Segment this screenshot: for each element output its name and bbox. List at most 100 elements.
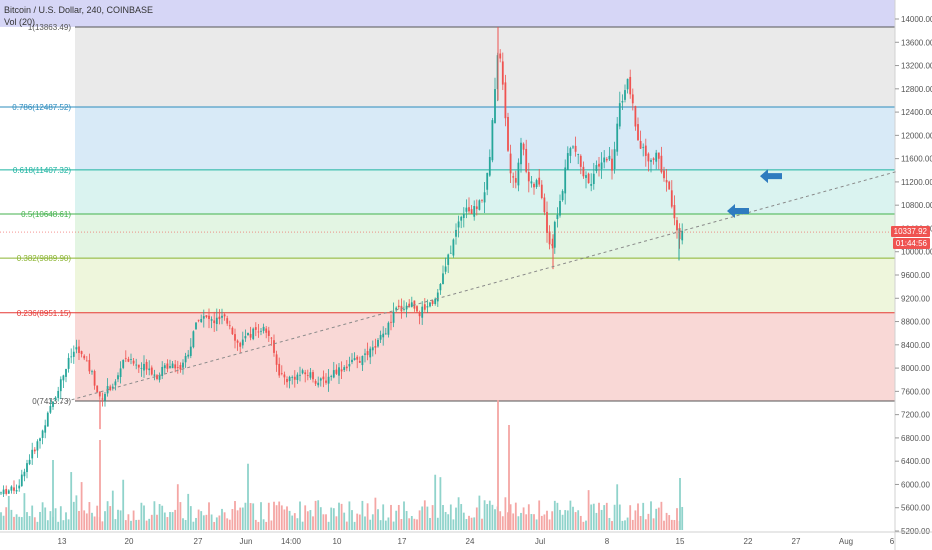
volume-bar: [387, 517, 390, 530]
volume-bar: [457, 497, 460, 530]
candle-body: [132, 360, 135, 364]
volume-bar: [676, 508, 678, 530]
volume-bar: [20, 517, 23, 530]
volume-bar: [384, 520, 387, 530]
y-tick-label: 6000.00: [901, 480, 930, 489]
volume-bar: [603, 505, 606, 530]
fib-label-0.382: 0.382(9889.90): [17, 254, 72, 263]
candle-body: [556, 214, 559, 220]
volume-bar: [392, 521, 395, 530]
volume-bar: [304, 505, 307, 530]
candle-body: [54, 397, 57, 401]
candle-body: [395, 307, 398, 310]
candle-body: [561, 191, 564, 201]
candle-body: [426, 306, 429, 308]
volume-bar: [231, 509, 234, 530]
y-tick-label: 11200.00: [901, 178, 932, 187]
candle-body: [161, 366, 164, 376]
annotation-arrow-icon[interactable]: [727, 204, 749, 218]
candle-body: [512, 176, 515, 178]
candle-body: [335, 369, 338, 374]
candle-body: [317, 382, 320, 386]
volume-bar: [218, 515, 221, 530]
candle-body: [309, 372, 312, 378]
volume-bar: [353, 521, 356, 530]
volume-bar: [543, 514, 546, 530]
volume-bar: [5, 507, 8, 530]
candle-body: [166, 363, 169, 369]
candle-body: [455, 229, 457, 237]
candle-body: [468, 207, 470, 212]
candle-body: [265, 328, 268, 333]
candle-body: [304, 372, 307, 375]
volume-bar: [548, 519, 551, 530]
candle-body: [449, 252, 452, 254]
candle-body: [361, 355, 364, 366]
volume-bar: [137, 519, 140, 530]
y-tick-label: 13200.00: [901, 62, 932, 71]
volume-bar: [33, 517, 36, 530]
volume-bar: [639, 516, 642, 530]
volume-bar: [494, 509, 496, 530]
candle-body: [127, 358, 130, 362]
candle-body: [447, 254, 450, 265]
fib-band-left-blank: [0, 213, 75, 259]
candle-body: [540, 184, 543, 198]
candle-body: [345, 366, 348, 369]
volume-bar: [99, 440, 101, 530]
volume-bar: [556, 502, 559, 530]
fib-label-0.618: 0.618(11407.32): [13, 166, 71, 175]
volume-bar: [314, 500, 317, 530]
volume-bar: [364, 516, 366, 530]
candle-body: [306, 374, 309, 376]
y-tick-label: 13600.00: [901, 38, 932, 47]
volume-bar: [41, 502, 44, 530]
candle-body: [475, 206, 478, 209]
y-axis-background: [895, 0, 932, 550]
candle-body: [2, 489, 5, 495]
volume-bar: [111, 490, 114, 530]
volume-bar: [153, 501, 156, 530]
volume-bar: [504, 497, 507, 530]
candle-body: [322, 376, 325, 380]
symbol-title[interactable]: Bitcoin / U.S. Dollar, 240, COINBASE: [4, 5, 154, 15]
x-tick-label: 13: [58, 537, 67, 546]
volume-bar: [483, 500, 486, 530]
candle-body: [574, 145, 577, 152]
candle-body: [553, 221, 556, 248]
candle-body: [559, 201, 561, 216]
volume-bar: [44, 507, 47, 530]
volume-bar: [265, 521, 268, 530]
candle-body: [358, 361, 361, 363]
volume-bar: [670, 519, 673, 530]
volume-bar: [546, 510, 548, 530]
candle-body: [325, 380, 327, 383]
candle-body: [670, 190, 673, 207]
fib-label-0.786: 0.786(12487.52): [12, 103, 71, 112]
y-tick-label: 6800.00: [901, 434, 930, 443]
volume-bar: [54, 508, 57, 530]
candle-body: [226, 318, 229, 324]
candle-body: [369, 348, 372, 358]
candle-body: [681, 230, 684, 241]
volume-bar: [189, 506, 192, 530]
volume-indicator-label[interactable]: Vol (20): [4, 17, 36, 27]
fib-label-0.5: 0.5(10648.61): [21, 210, 71, 219]
volume-bar: [410, 516, 413, 530]
annotation-arrow-icon[interactable]: [760, 169, 782, 184]
volume-bar: [598, 502, 600, 530]
volume-bar: [161, 505, 164, 530]
volume-bar: [413, 518, 416, 530]
volume-bar: [273, 501, 275, 530]
candle-body: [488, 156, 491, 176]
candle-body: [663, 170, 665, 179]
candle-body: [244, 336, 247, 339]
candle-body: [288, 376, 291, 382]
candle-body: [13, 487, 15, 491]
candle-body: [379, 334, 382, 340]
candle-body: [5, 488, 8, 494]
candle-body: [93, 371, 96, 386]
volume-bar: [166, 517, 169, 530]
volume-bar: [213, 521, 216, 530]
